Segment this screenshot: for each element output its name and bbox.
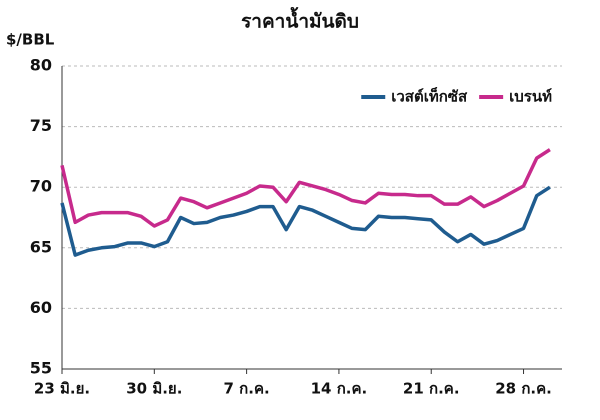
x-tick-label: 30 มิ.ย. <box>126 380 182 398</box>
x-tick-label: 28 ก.ค. <box>495 380 552 398</box>
y-tick-label: 75 <box>30 116 52 135</box>
y-axis-label: $/BBL <box>6 31 55 49</box>
y-tick-label: 60 <box>30 298 52 317</box>
x-tick-label: 21 ก.ค. <box>403 380 460 398</box>
chart-title: ราคาน้ำมันดิบ <box>241 7 359 33</box>
x-tick-label: 23 มิ.ย. <box>34 380 90 398</box>
line-series <box>60 185 551 257</box>
legend-label: เบรนท์ <box>509 88 552 106</box>
y-tick-label: 65 <box>30 237 52 256</box>
x-tick-label: 14 ก.ค. <box>311 380 368 398</box>
y-tick-label: 70 <box>30 177 52 196</box>
legend-label: เวสต์เท็กซัส <box>391 87 468 106</box>
line-series <box>60 148 551 228</box>
y-tick-label: 55 <box>30 359 52 378</box>
y-tick-label: 80 <box>30 56 52 75</box>
x-tick-label: 7 ก.ค. <box>224 380 270 398</box>
